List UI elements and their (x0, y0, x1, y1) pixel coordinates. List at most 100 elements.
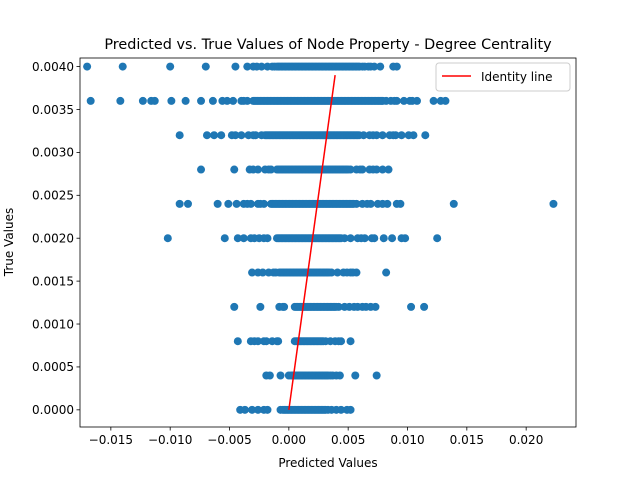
scatter-point (223, 96, 232, 105)
scatter-point (367, 234, 376, 243)
scatter-point (232, 199, 241, 208)
plot-frame (79, 57, 577, 428)
scatter-point (197, 165, 206, 174)
plot-area (80, 58, 576, 427)
scatter-point (276, 405, 285, 414)
scatter-point (138, 96, 147, 105)
scatter-point (397, 131, 406, 140)
scatter-point (337, 405, 346, 414)
scatter-point (346, 337, 355, 346)
scatter-point (356, 165, 365, 174)
scatter-point (369, 131, 378, 140)
scatter-point (118, 62, 127, 71)
scatter-point (86, 96, 95, 105)
scatter-point (366, 62, 375, 71)
scatter-point (549, 199, 558, 208)
scatter-point (274, 337, 283, 346)
scatter-point (264, 165, 273, 174)
scatter-point (202, 131, 211, 140)
scatter-point (231, 62, 240, 71)
scatter-point (352, 199, 361, 208)
data-points (83, 62, 558, 414)
y-axis: 0.0000 0.0005 0.0010 0.0015 0.0020 0.0025 0.00… (32, 60, 80, 417)
scatter-point (230, 302, 239, 311)
scatter-point (384, 165, 393, 174)
scatter-point (361, 302, 370, 311)
scatter-point (340, 234, 349, 243)
scatter-point (166, 62, 175, 71)
scatter-point (407, 302, 416, 311)
scatter-point (326, 371, 335, 380)
scatter-point (346, 234, 355, 243)
scatter-point (334, 337, 343, 346)
scatter-point (346, 165, 355, 174)
y-tick-label: 0.0000 (32, 403, 74, 417)
scatter-point (259, 234, 268, 243)
scatter-point (334, 302, 343, 311)
y-tick-label: 0.0035 (32, 103, 74, 117)
scatter-point (256, 199, 265, 208)
identity-line-layer (288, 75, 336, 410)
scatter-point (327, 405, 336, 414)
scatter-point (250, 234, 259, 243)
scatter-point (181, 96, 190, 105)
scatter-point (388, 234, 397, 243)
scatter-point (262, 337, 271, 346)
scatter-point (433, 234, 442, 243)
scatter-point (420, 302, 429, 311)
scatter-point (429, 96, 438, 105)
scatter-point (382, 268, 391, 277)
scatter-point (208, 96, 217, 105)
scatter-point (342, 268, 351, 277)
scatter-point (371, 302, 380, 311)
scatter-point (243, 62, 252, 71)
scatter-point (392, 62, 401, 71)
scatter-point (280, 302, 289, 311)
scatter-point (449, 199, 458, 208)
scatter-point (284, 371, 293, 380)
legend-box (435, 62, 571, 92)
scatter-point (253, 337, 262, 346)
y-tick-label: 0.0010 (32, 317, 74, 331)
scatter-point (213, 199, 222, 208)
scatter-point (257, 131, 266, 140)
scatter-point (217, 131, 226, 140)
scatter-point (210, 131, 219, 140)
scatter-point (357, 234, 366, 243)
scatter-point (348, 268, 357, 277)
scatter-point (408, 96, 417, 105)
scatter-point (167, 96, 176, 105)
x-tick-label: 0.010 (390, 433, 424, 447)
scatter-point (369, 165, 378, 174)
x-tick-label: −0.010 (148, 433, 192, 447)
scatter-point (346, 405, 355, 414)
scatter-point (350, 302, 359, 311)
scatter-point (376, 62, 385, 71)
y-axis-label: True Values (2, 208, 16, 278)
scatter-point (363, 199, 372, 208)
scatter-point (271, 268, 280, 277)
scatter-point (360, 62, 369, 71)
scatter-point (295, 371, 304, 380)
scatter-point (229, 96, 238, 105)
y-tick-label: 0.0025 (32, 189, 74, 203)
scatter-point (378, 165, 387, 174)
x-axis-label: Predicted Values (278, 456, 377, 470)
scatter-point (248, 268, 257, 277)
scatter-point (333, 268, 342, 277)
scatter-point (233, 337, 242, 346)
scatter-point (239, 96, 248, 105)
y-tick-label: 0.0020 (32, 232, 74, 246)
scatter-point (240, 405, 249, 414)
scatter-point (249, 131, 258, 140)
scatter-point (359, 131, 368, 140)
x-tick-label: 0.015 (450, 433, 484, 447)
scatter-point (409, 131, 418, 140)
scatter-point (421, 131, 430, 140)
scatter-point (197, 96, 206, 105)
scatter-point (230, 165, 239, 174)
identity-line (288, 75, 336, 410)
scatter-point (263, 405, 272, 414)
x-tick-label: 0.000 (272, 433, 306, 447)
